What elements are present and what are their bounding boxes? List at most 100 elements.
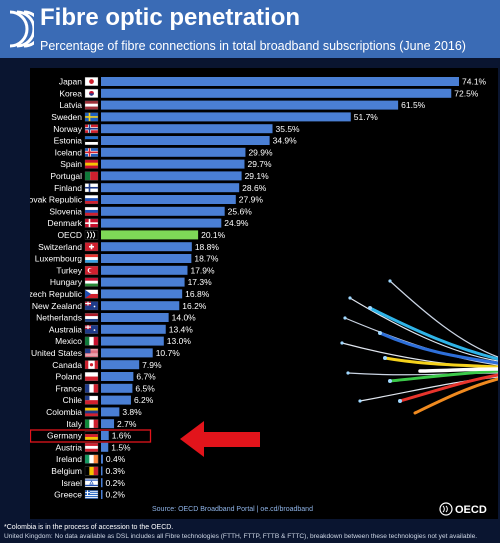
category-label: Denmark [48,218,83,228]
chart-row-oecd: OECD 20.1% [57,230,225,240]
bar-france [101,383,133,393]
bar-oecd [101,230,199,240]
bar-mexico [101,336,164,346]
category-label: Hungary [50,277,83,287]
flag-austria-icon [84,442,99,452]
bar-canada [101,360,140,370]
bar-germany [101,431,109,440]
chart-row-australia: Australia 13.4% [49,324,193,334]
chart-row-japan: Japan 74.1% [59,77,487,87]
category-label: New Zealand [32,301,82,311]
category-label: Mexico [55,336,82,346]
value-label: 0.2% [106,490,126,500]
chart-row-turkey: Turkey 17.9% [56,265,215,275]
category-label: Norway [53,124,83,134]
bar-greece [101,490,103,499]
oecd-logo-icon [9,10,34,48]
category-label: Ireland [56,454,82,464]
value-label: 7.9% [142,360,162,370]
flag-mexico-icon [84,336,99,346]
category-label: Spain [60,159,82,169]
value-label: 1.6% [112,431,132,441]
value-label: 17.3% [188,277,213,287]
bar-finland [101,183,240,193]
value-label: 0.2% [106,478,126,488]
flag-australia-icon [84,324,99,334]
flag-latvia-icon [84,100,99,110]
value-label: 29.9% [248,147,273,157]
bar-ireland [101,454,103,464]
flag-netherlands-icon [84,313,99,322]
bar-new-zealand [101,301,180,311]
bar-turkey [101,265,188,275]
chart-row-luxembourg: Luxembourg 18.7% [35,254,219,264]
page-subtitle: Percentage of fibre connections in total… [40,39,466,53]
flag-hungary-icon [84,277,99,287]
bar-estonia [101,136,270,145]
chart-row-new-zealand: New Zealand 16.2% [32,301,207,311]
flag-ireland-icon [84,454,99,464]
flag-chile-icon [84,395,99,405]
flag-sweden-icon [84,112,99,122]
chart-row-sweden: Sweden 51.7% [51,112,378,122]
bar-czech-republic [101,289,183,299]
value-label: 18.7% [194,254,219,264]
value-label: 6.7% [136,372,156,382]
chart-row-estonia: Estonia 34.9% [54,136,298,146]
chart-row-spain: Spain 29.7% [60,159,272,169]
flag-switzerland-icon [84,242,99,252]
value-label: 35.5% [276,124,301,134]
flag-spain-icon [84,159,99,169]
highlight-box [30,429,152,443]
value-label: 29.7% [247,159,272,169]
category-label: Belgium [51,466,82,476]
flag-france-icon [84,383,99,393]
value-label: 6.5% [135,383,155,393]
chart-row-korea: Korea 72.5% [59,88,479,98]
chart-row-canada: Canada 7.9% [52,360,162,370]
value-label: 1.5% [111,442,131,452]
oecd-brand-label: OECD [455,504,487,516]
flag-greece-icon [84,490,99,499]
bar-slovenia [101,206,225,216]
value-label: 18.8% [195,242,220,252]
category-label: Italy [66,419,82,429]
bar-austria [101,442,109,452]
chart-row-finland: Finland 28.6% [54,183,267,193]
value-label: 6.2% [134,395,154,405]
bar-belgium [101,466,103,476]
bar-switzerland [101,242,192,252]
page-title: Fibre optic penetration [40,4,301,31]
category-label: Poland [56,372,83,382]
red-arrow-icon [180,421,260,457]
value-label: 10.7% [156,348,181,358]
value-label: 0.4% [106,454,126,464]
chart-row-slovenia: Slovenia 25.6% [49,206,252,216]
chart-row-iceland: Iceland 29.9% [55,147,273,157]
bar-korea [101,88,452,98]
chart-row-austria: Austria 1.5% [56,442,132,452]
flag-germany-icon [84,431,99,440]
bar-denmark [101,218,222,228]
bar-hungary [101,277,185,287]
bar-japan [101,77,459,86]
category-label: Slovak Republic [30,195,83,205]
value-label: 51.7% [354,112,379,122]
chart-row-france: France 6.5% [56,383,156,393]
value-label: 16.8% [185,289,210,299]
flag-united-states-icon [84,348,99,358]
category-label: Iceland [55,147,83,157]
bar-portugal [101,171,242,181]
chart-row-netherlands: Netherlands 14.0% [36,313,196,323]
flag-canada-icon [84,360,99,370]
chart-row-israel: Israel 0.2% [61,478,125,488]
category-label: Czech Republic [30,289,83,299]
category-label: Korea [59,88,82,98]
flag-luxembourg-icon [84,254,99,263]
value-label: 13.0% [167,336,192,346]
category-label: Australia [49,324,82,334]
category-label: Colombia [46,407,82,417]
value-label: 27.9% [239,195,264,205]
category-label: France [56,383,83,393]
value-label: 28.6% [242,183,267,193]
